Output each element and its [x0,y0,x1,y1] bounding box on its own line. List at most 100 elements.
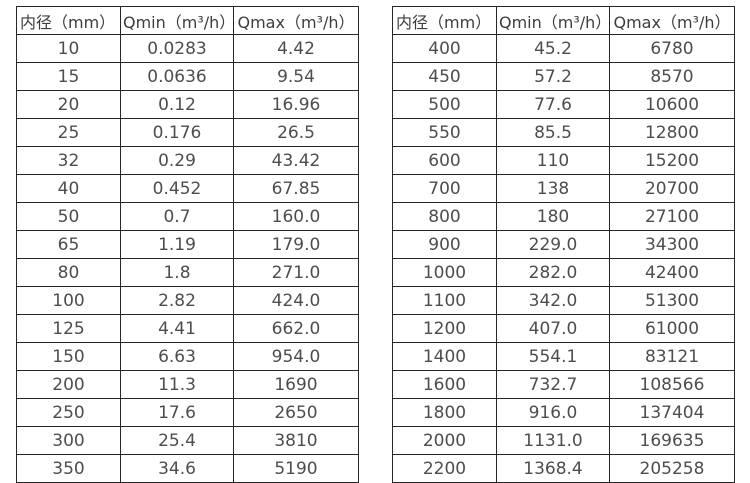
table-cell: 5190 [233,454,359,483]
table-cell: 25 [16,118,121,147]
table-cell: 1.8 [120,258,234,287]
table-cell: 300 [16,426,121,455]
table-cell: 600 [392,146,497,175]
table-cell: 0.452 [120,174,234,203]
table-cell: 350 [16,454,121,483]
header-qmin: Qmin（m³/h） [120,6,234,35]
table-cell: 20700 [609,174,735,203]
table-row: 125 4.41 662.0 [16,314,359,343]
table-row: 200 11.3 1690 [16,370,359,399]
table-row: 250 17.6 2650 [16,398,359,427]
table-cell: 2650 [233,398,359,427]
table-cell: 1000 [392,258,497,287]
flow-range-table-large-diameters: 内径（mm） Qmin（m³/h） Qmax（m³/h） 400 45.2 6780… [392,6,735,483]
table-cell: 137404 [609,398,735,427]
header-diameter: 内径（mm） [392,6,497,35]
table-cell: 0.0283 [120,34,234,63]
table-cell: 10600 [609,90,735,119]
table-cell: 43.42 [233,146,359,175]
table-row: 150 6.63 954.0 [16,342,359,371]
table-cell: 2000 [392,426,497,455]
table-cell: 554.1 [496,342,610,371]
table-row: 80 1.8 271.0 [16,258,359,287]
table-row: 2200 1368.4 205258 [392,454,735,483]
table-cell: 407.0 [496,314,610,343]
header-qmax: Qmax（m³/h） [609,6,735,35]
table-row: 2000 1131.0 169635 [392,426,735,455]
table-cell: 4.42 [233,34,359,63]
table-cell: 2200 [392,454,497,483]
header-qmin: Qmin（m³/h） [496,6,610,35]
table-cell: 954.0 [233,342,359,371]
table-cell: 80 [16,258,121,287]
table-cell: 1200 [392,314,497,343]
table-cell: 0.0636 [120,62,234,91]
table-row: 350 34.6 5190 [16,454,359,483]
table-cell: 205258 [609,454,735,483]
table-cell: 342.0 [496,286,610,315]
table-header-row: 内径（mm） Qmin（m³/h） Qmax（m³/h） [16,6,359,35]
table-row: 1800 916.0 137404 [392,398,735,427]
table-cell: 400 [392,34,497,63]
table-cell: 32 [16,146,121,175]
flow-range-table-small-diameters: 内径（mm） Qmin（m³/h） Qmax（m³/h） 10 0.0283 4.4… [16,6,359,483]
table-row: 1200 407.0 61000 [392,314,735,343]
table-cell: 229.0 [496,230,610,259]
table-row: 700 138 20700 [392,174,735,203]
table-cell: 500 [392,90,497,119]
header-diameter: 内径（mm） [16,6,121,35]
table-cell: 1600 [392,370,497,399]
table-row: 65 1.19 179.0 [16,230,359,259]
table-cell: 250 [16,398,121,427]
table-cell: 108566 [609,370,735,399]
table-row: 300 25.4 3810 [16,426,359,455]
table-cell: 17.6 [120,398,234,427]
table-row: 10 0.0283 4.42 [16,34,359,63]
table-cell: 25.4 [120,426,234,455]
table-cell: 15200 [609,146,735,175]
table-cell: 125 [16,314,121,343]
table-cell: 45.2 [496,34,610,63]
table-row: 15 0.0636 9.54 [16,62,359,91]
table-row: 25 0.176 26.5 [16,118,359,147]
table-cell: 10 [16,34,121,63]
table-row: 50 0.7 160.0 [16,202,359,231]
table-cell: 65 [16,230,121,259]
table-cell: 34.6 [120,454,234,483]
table-cell: 3810 [233,426,359,455]
table-row: 1400 554.1 83121 [392,342,735,371]
table-cell: 662.0 [233,314,359,343]
table-cell: 150 [16,342,121,371]
table-cell: 200 [16,370,121,399]
table-cell: 34300 [609,230,735,259]
table-cell: 1.19 [120,230,234,259]
table-cell: 0.29 [120,146,234,175]
table-cell: 57.2 [496,62,610,91]
table-row: 900 229.0 34300 [392,230,735,259]
table-cell: 1800 [392,398,497,427]
table-cell: 51300 [609,286,735,315]
table-row: 1000 282.0 42400 [392,258,735,287]
table-cell: 26.5 [233,118,359,147]
table-cell: 271.0 [233,258,359,287]
table-cell: 85.5 [496,118,610,147]
table-header-row: 内径（mm） Qmin（m³/h） Qmax（m³/h） [392,6,735,35]
table-cell: 450 [392,62,497,91]
table-cell: 282.0 [496,258,610,287]
table-cell: 15 [16,62,121,91]
table-cell: 138 [496,174,610,203]
table-cell: 50 [16,202,121,231]
table-cell: 110 [496,146,610,175]
table-cell: 1100 [392,286,497,315]
tables-container: 内径（mm） Qmin（m³/h） Qmax（m³/h） 10 0.0283 4.4… [16,6,735,483]
table-cell: 27100 [609,202,735,231]
table-row: 20 0.12 16.96 [16,90,359,119]
table-cell: 800 [392,202,497,231]
table-cell: 916.0 [496,398,610,427]
table-cell: 160.0 [233,202,359,231]
table-cell: 20 [16,90,121,119]
table-row: 1600 732.7 108566 [392,370,735,399]
table-cell: 83121 [609,342,735,371]
table-row: 400 45.2 6780 [392,34,735,63]
